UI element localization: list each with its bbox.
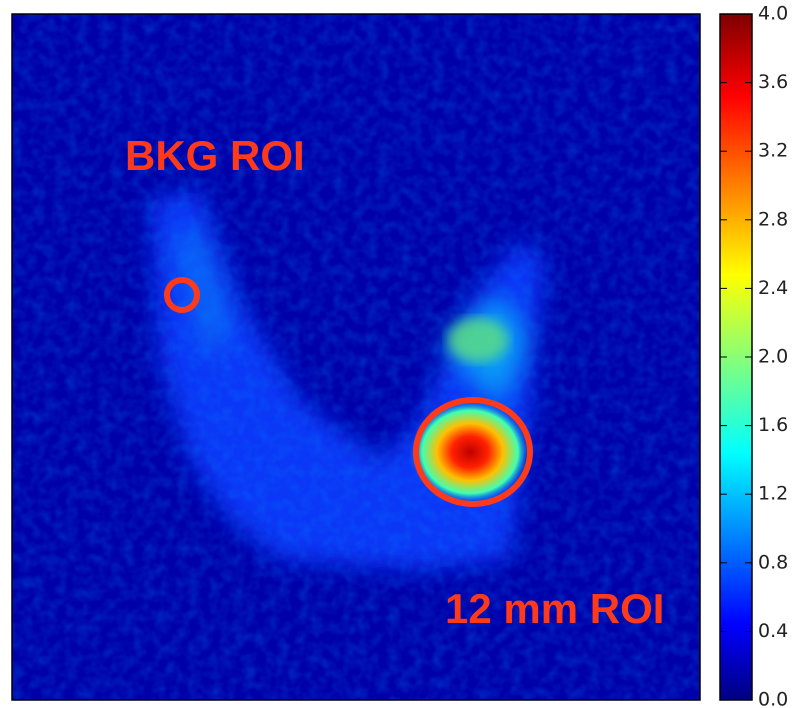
annotation: BKG ROI (125, 132, 305, 179)
tick-label: 1.6 (758, 414, 788, 436)
tick-label: 2.0 (758, 346, 788, 368)
tick-label: 2.8 (758, 208, 788, 230)
annotation: 12 mm ROI (445, 585, 664, 632)
tick-label: 1.2 (758, 483, 788, 505)
tick-label: 3.6 (758, 71, 788, 93)
tick-label: 4.0 (758, 3, 788, 25)
chart: BKG ROI 12 mm ROI 0.0 0.4 0.8 1.2 1.6 2.0 2.4 2… (0, 0, 798, 708)
tick-label: 0.0 (758, 689, 788, 708)
page: BKG ROI 12 mm ROI 0.0 0.4 0.8 1.2 1.6 2.0 2.4 2… (0, 0, 798, 708)
tick-label: 0.8 (758, 551, 788, 573)
tick-label: 3.2 (758, 140, 788, 162)
tick-label: 2.4 (758, 277, 788, 299)
tick-label: 0.4 (758, 620, 788, 642)
